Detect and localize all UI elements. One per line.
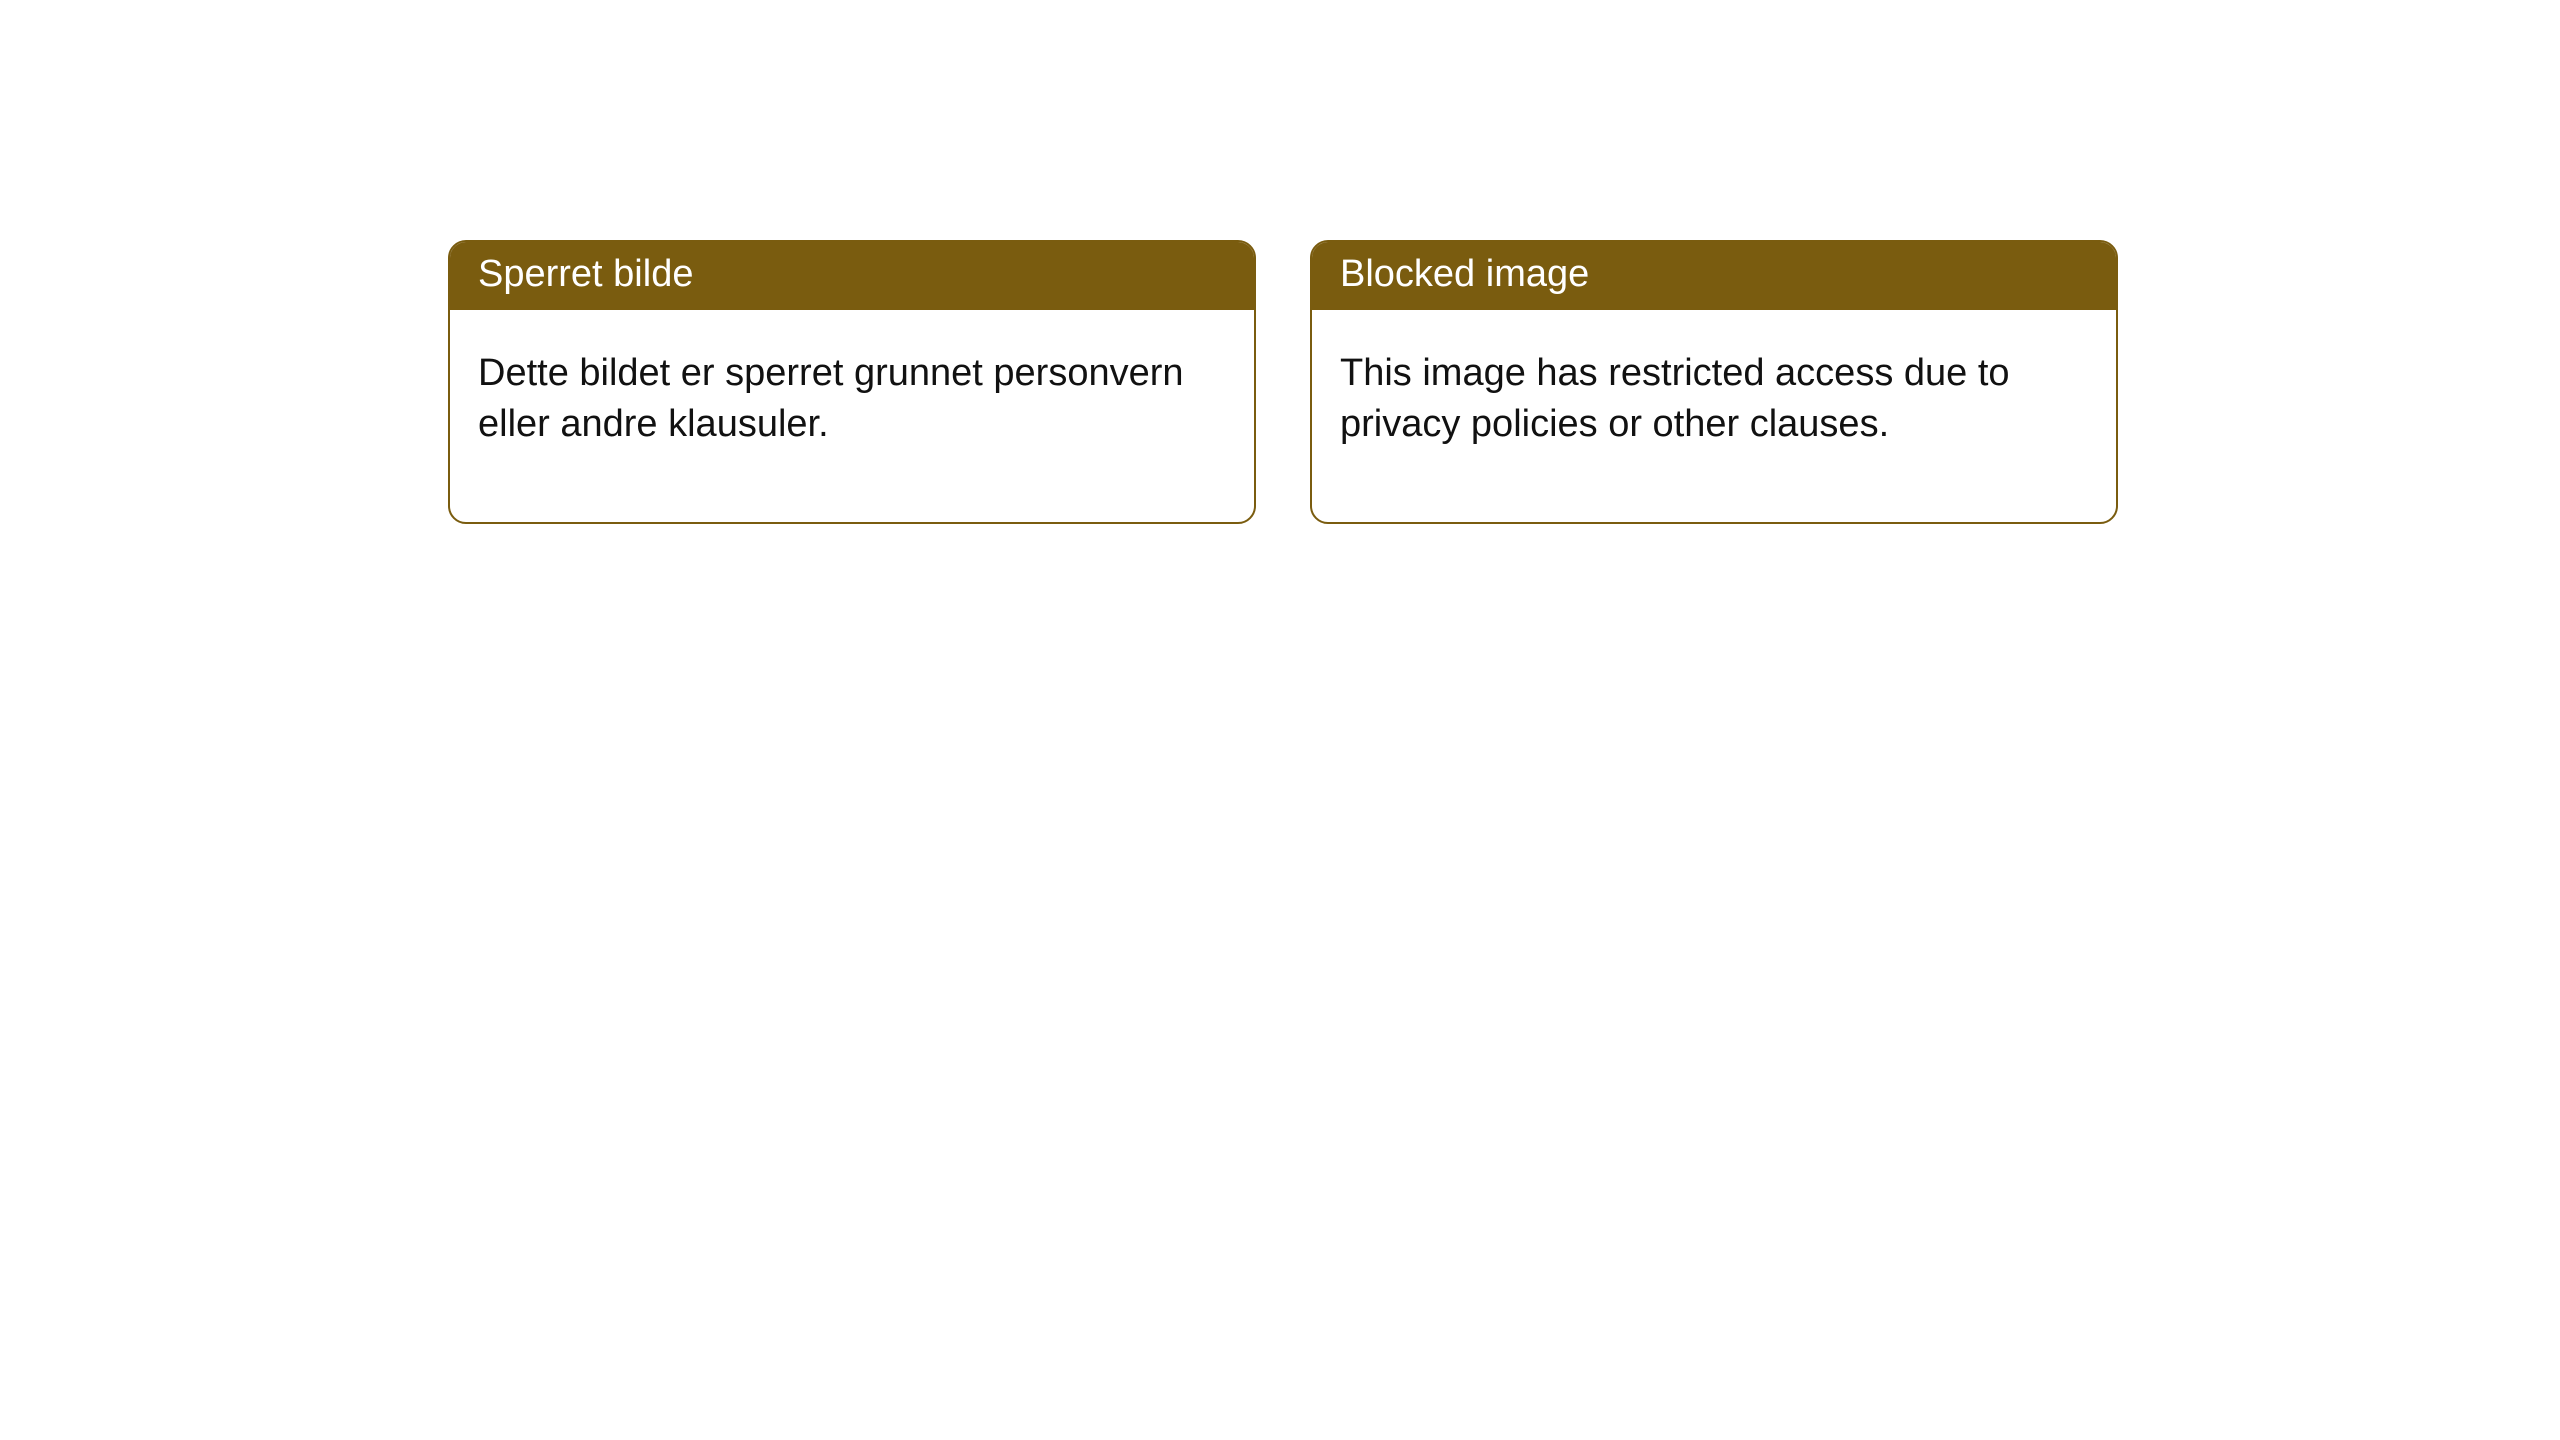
notice-container: Sperret bilde Dette bildet er sperret gr… bbox=[0, 0, 2560, 524]
notice-message-norwegian: Dette bildet er sperret grunnet personve… bbox=[450, 310, 1254, 523]
notice-title-norwegian: Sperret bilde bbox=[450, 242, 1254, 310]
notice-title-english: Blocked image bbox=[1312, 242, 2116, 310]
notice-card-norwegian: Sperret bilde Dette bildet er sperret gr… bbox=[448, 240, 1256, 524]
notice-message-english: This image has restricted access due to … bbox=[1312, 310, 2116, 523]
notice-card-english: Blocked image This image has restricted … bbox=[1310, 240, 2118, 524]
